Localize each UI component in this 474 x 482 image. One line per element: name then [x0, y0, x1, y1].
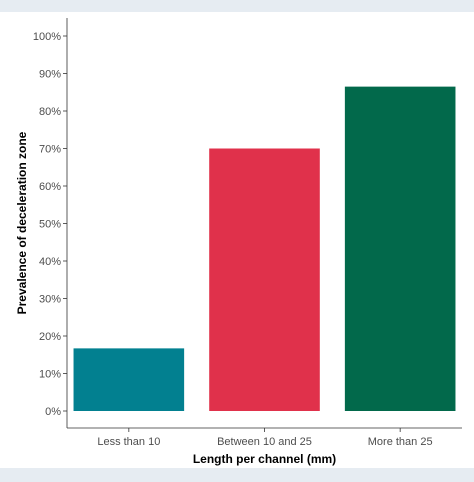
y-tick-label: 0% [45, 406, 61, 418]
y-tick-label: 20% [39, 331, 61, 343]
y-axis-title: Prevalence of deceleration zone [15, 131, 29, 314]
y-tick-label: 80% [39, 106, 61, 118]
bottom-page-strip [0, 468, 474, 482]
y-tick-label: 30% [39, 294, 61, 306]
top-page-strip [0, 0, 474, 12]
y-tick-label: 70% [39, 144, 61, 156]
x-tick-label: More than 25 [368, 436, 433, 448]
x-tick-label: Between 10 and 25 [217, 436, 312, 448]
bar-chart: 0% 10% 20% 30% 40% 50% 60% 70% 80% 90% 100% Less t… [15, 18, 462, 466]
bars [73, 86, 456, 411]
x-axis-title: Length per channel (mm) [193, 452, 336, 466]
y-tick-label: 60% [39, 181, 61, 193]
y-axis: 0% 10% 20% 30% 40% 50% 60% 70% 80% 90% 100% [33, 31, 67, 418]
x-tick-label: Less than 10 [97, 436, 160, 448]
y-tick-label: 50% [39, 219, 61, 231]
bar [344, 86, 456, 411]
y-tick-label: 90% [39, 69, 61, 81]
y-tick-label: 100% [33, 31, 61, 43]
bar [73, 348, 185, 411]
x-axis: Less than 10 Between 10 and 25 More than 2… [97, 428, 433, 448]
bar [209, 148, 320, 411]
y-tick-label: 10% [39, 369, 61, 381]
y-tick-label: 40% [39, 256, 61, 268]
